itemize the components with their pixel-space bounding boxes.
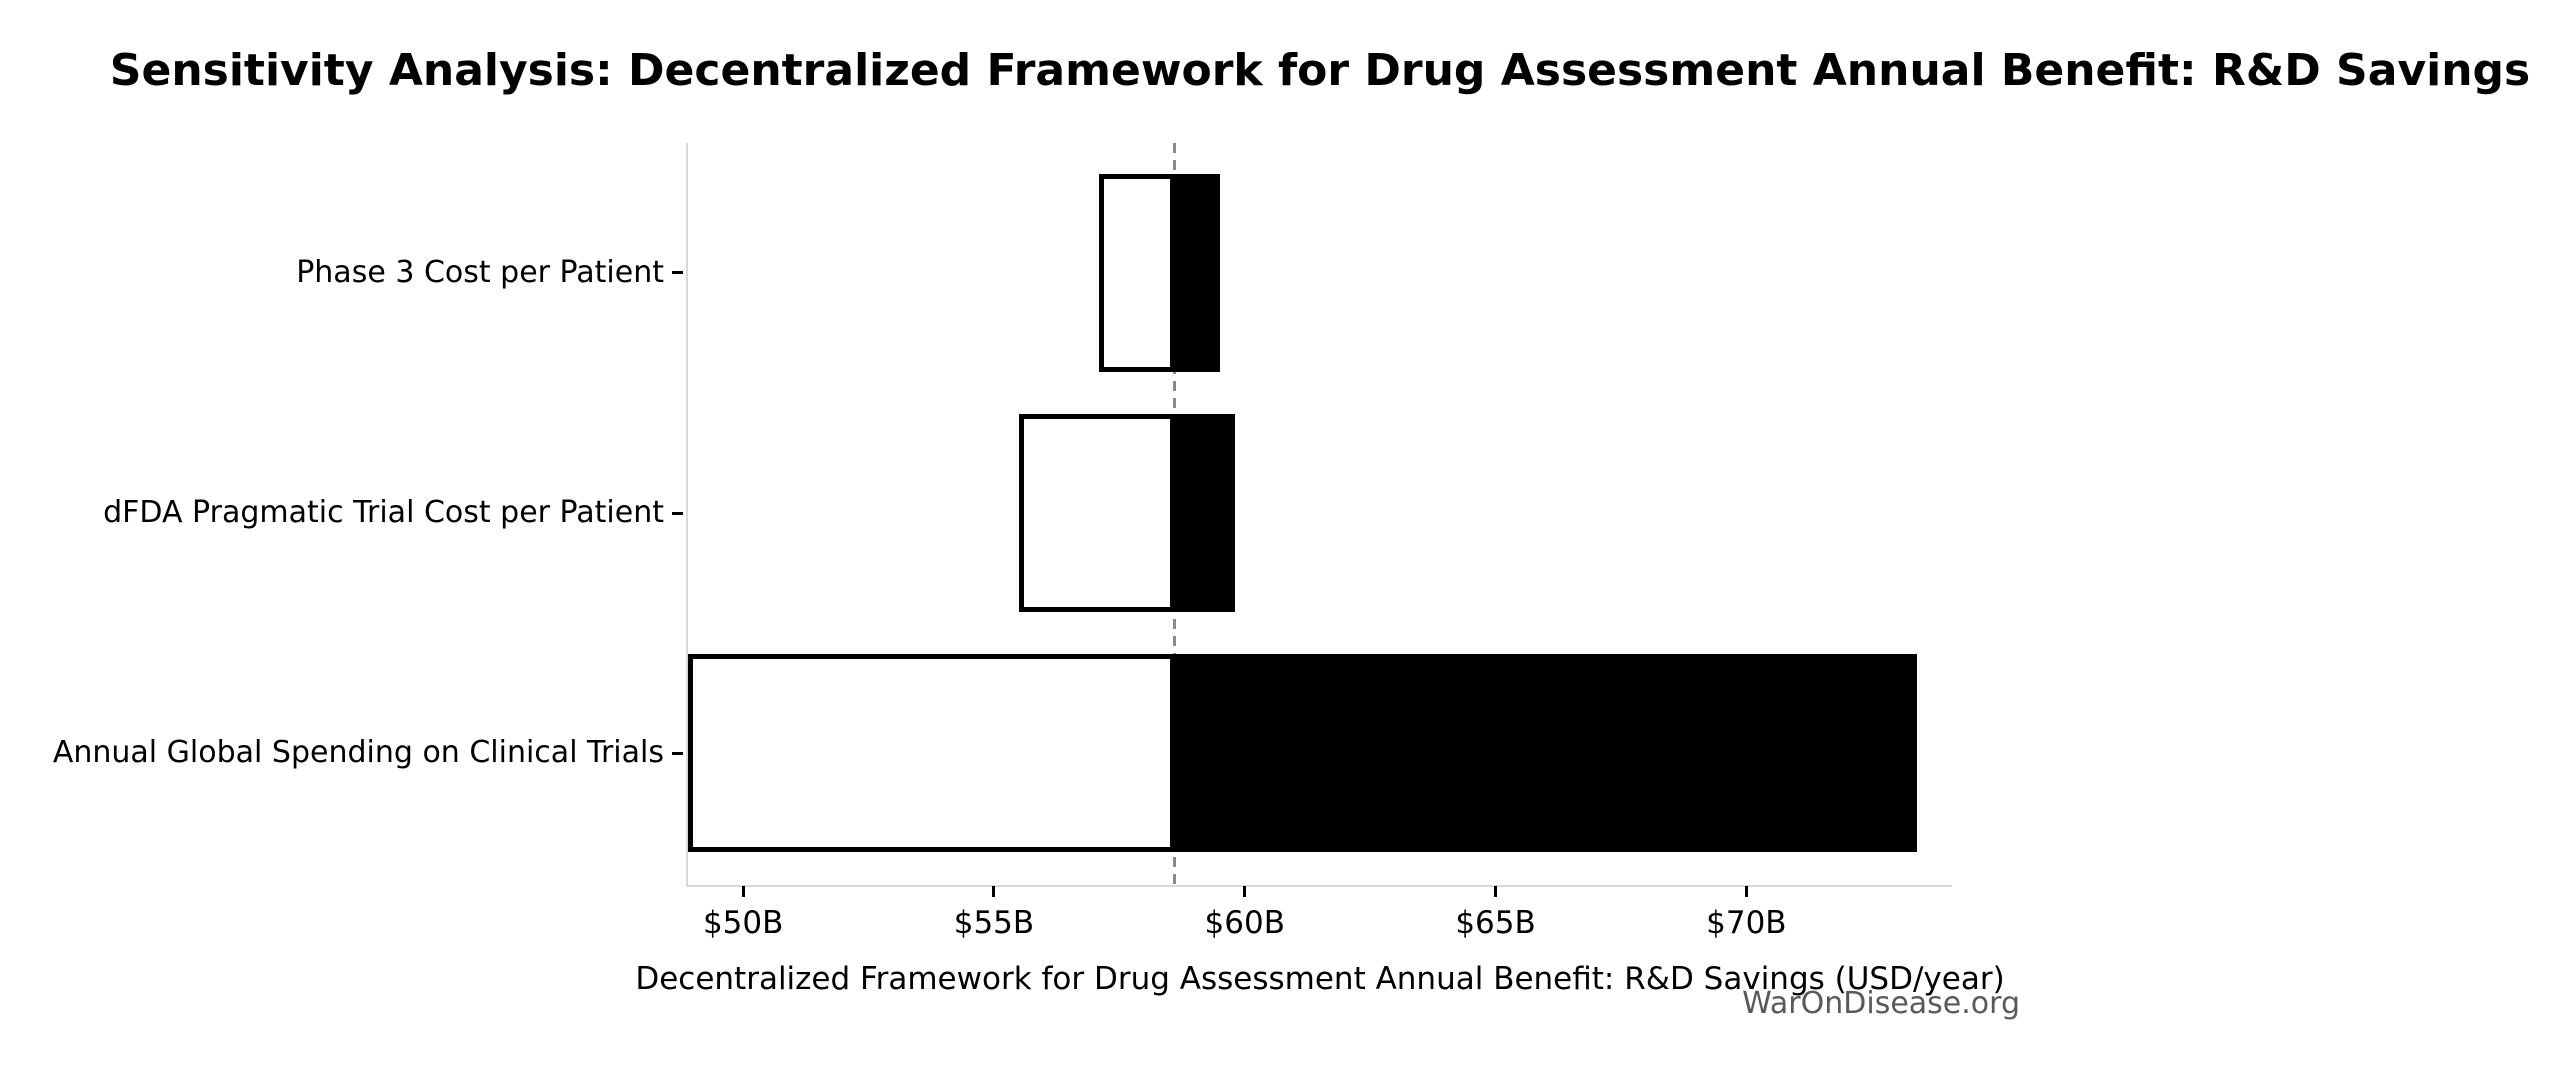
x-tick-mark xyxy=(1243,886,1247,897)
plot-area xyxy=(686,143,1952,887)
x-axis-label: Decentralized Framework for Drug Assessm… xyxy=(635,961,2005,997)
y-tick-mark xyxy=(672,511,683,515)
x-tick-label: $50B xyxy=(702,905,784,941)
x-tick-label: $70B xyxy=(1706,905,1787,941)
bar-high-segment xyxy=(1174,654,1917,852)
chart-title: Sensitivity Analysis: Decentralized Fram… xyxy=(109,45,2531,96)
x-tick-mark xyxy=(1744,886,1748,897)
x-tick-mark xyxy=(741,886,745,897)
y-tick-mark xyxy=(672,751,683,755)
y-tick-label: Annual Global Spending on Clinical Trial… xyxy=(52,735,664,770)
x-tick-label: $55B xyxy=(953,905,1035,941)
y-tick-label: dFDA Pragmatic Trial Cost per Patient xyxy=(103,495,664,530)
bar-high-segment xyxy=(1174,414,1235,612)
y-tick-mark xyxy=(672,271,683,274)
x-tick-mark xyxy=(1494,886,1498,897)
x-axis-spine xyxy=(686,885,1952,887)
x-tick-label: $60B xyxy=(1204,905,1285,941)
bar-low-segment xyxy=(1099,173,1175,372)
y-axis-spine xyxy=(686,143,688,887)
bar-low-segment xyxy=(1019,414,1175,612)
x-tick-mark xyxy=(992,886,996,897)
watermark-text: WarOnDisease.org xyxy=(1742,986,2020,1021)
y-tick-label: Phase 3 Cost per Patient xyxy=(296,254,664,290)
bar-low-segment xyxy=(688,654,1175,852)
bar-high-segment xyxy=(1174,173,1220,372)
x-tick-label: $65B xyxy=(1455,905,1536,941)
